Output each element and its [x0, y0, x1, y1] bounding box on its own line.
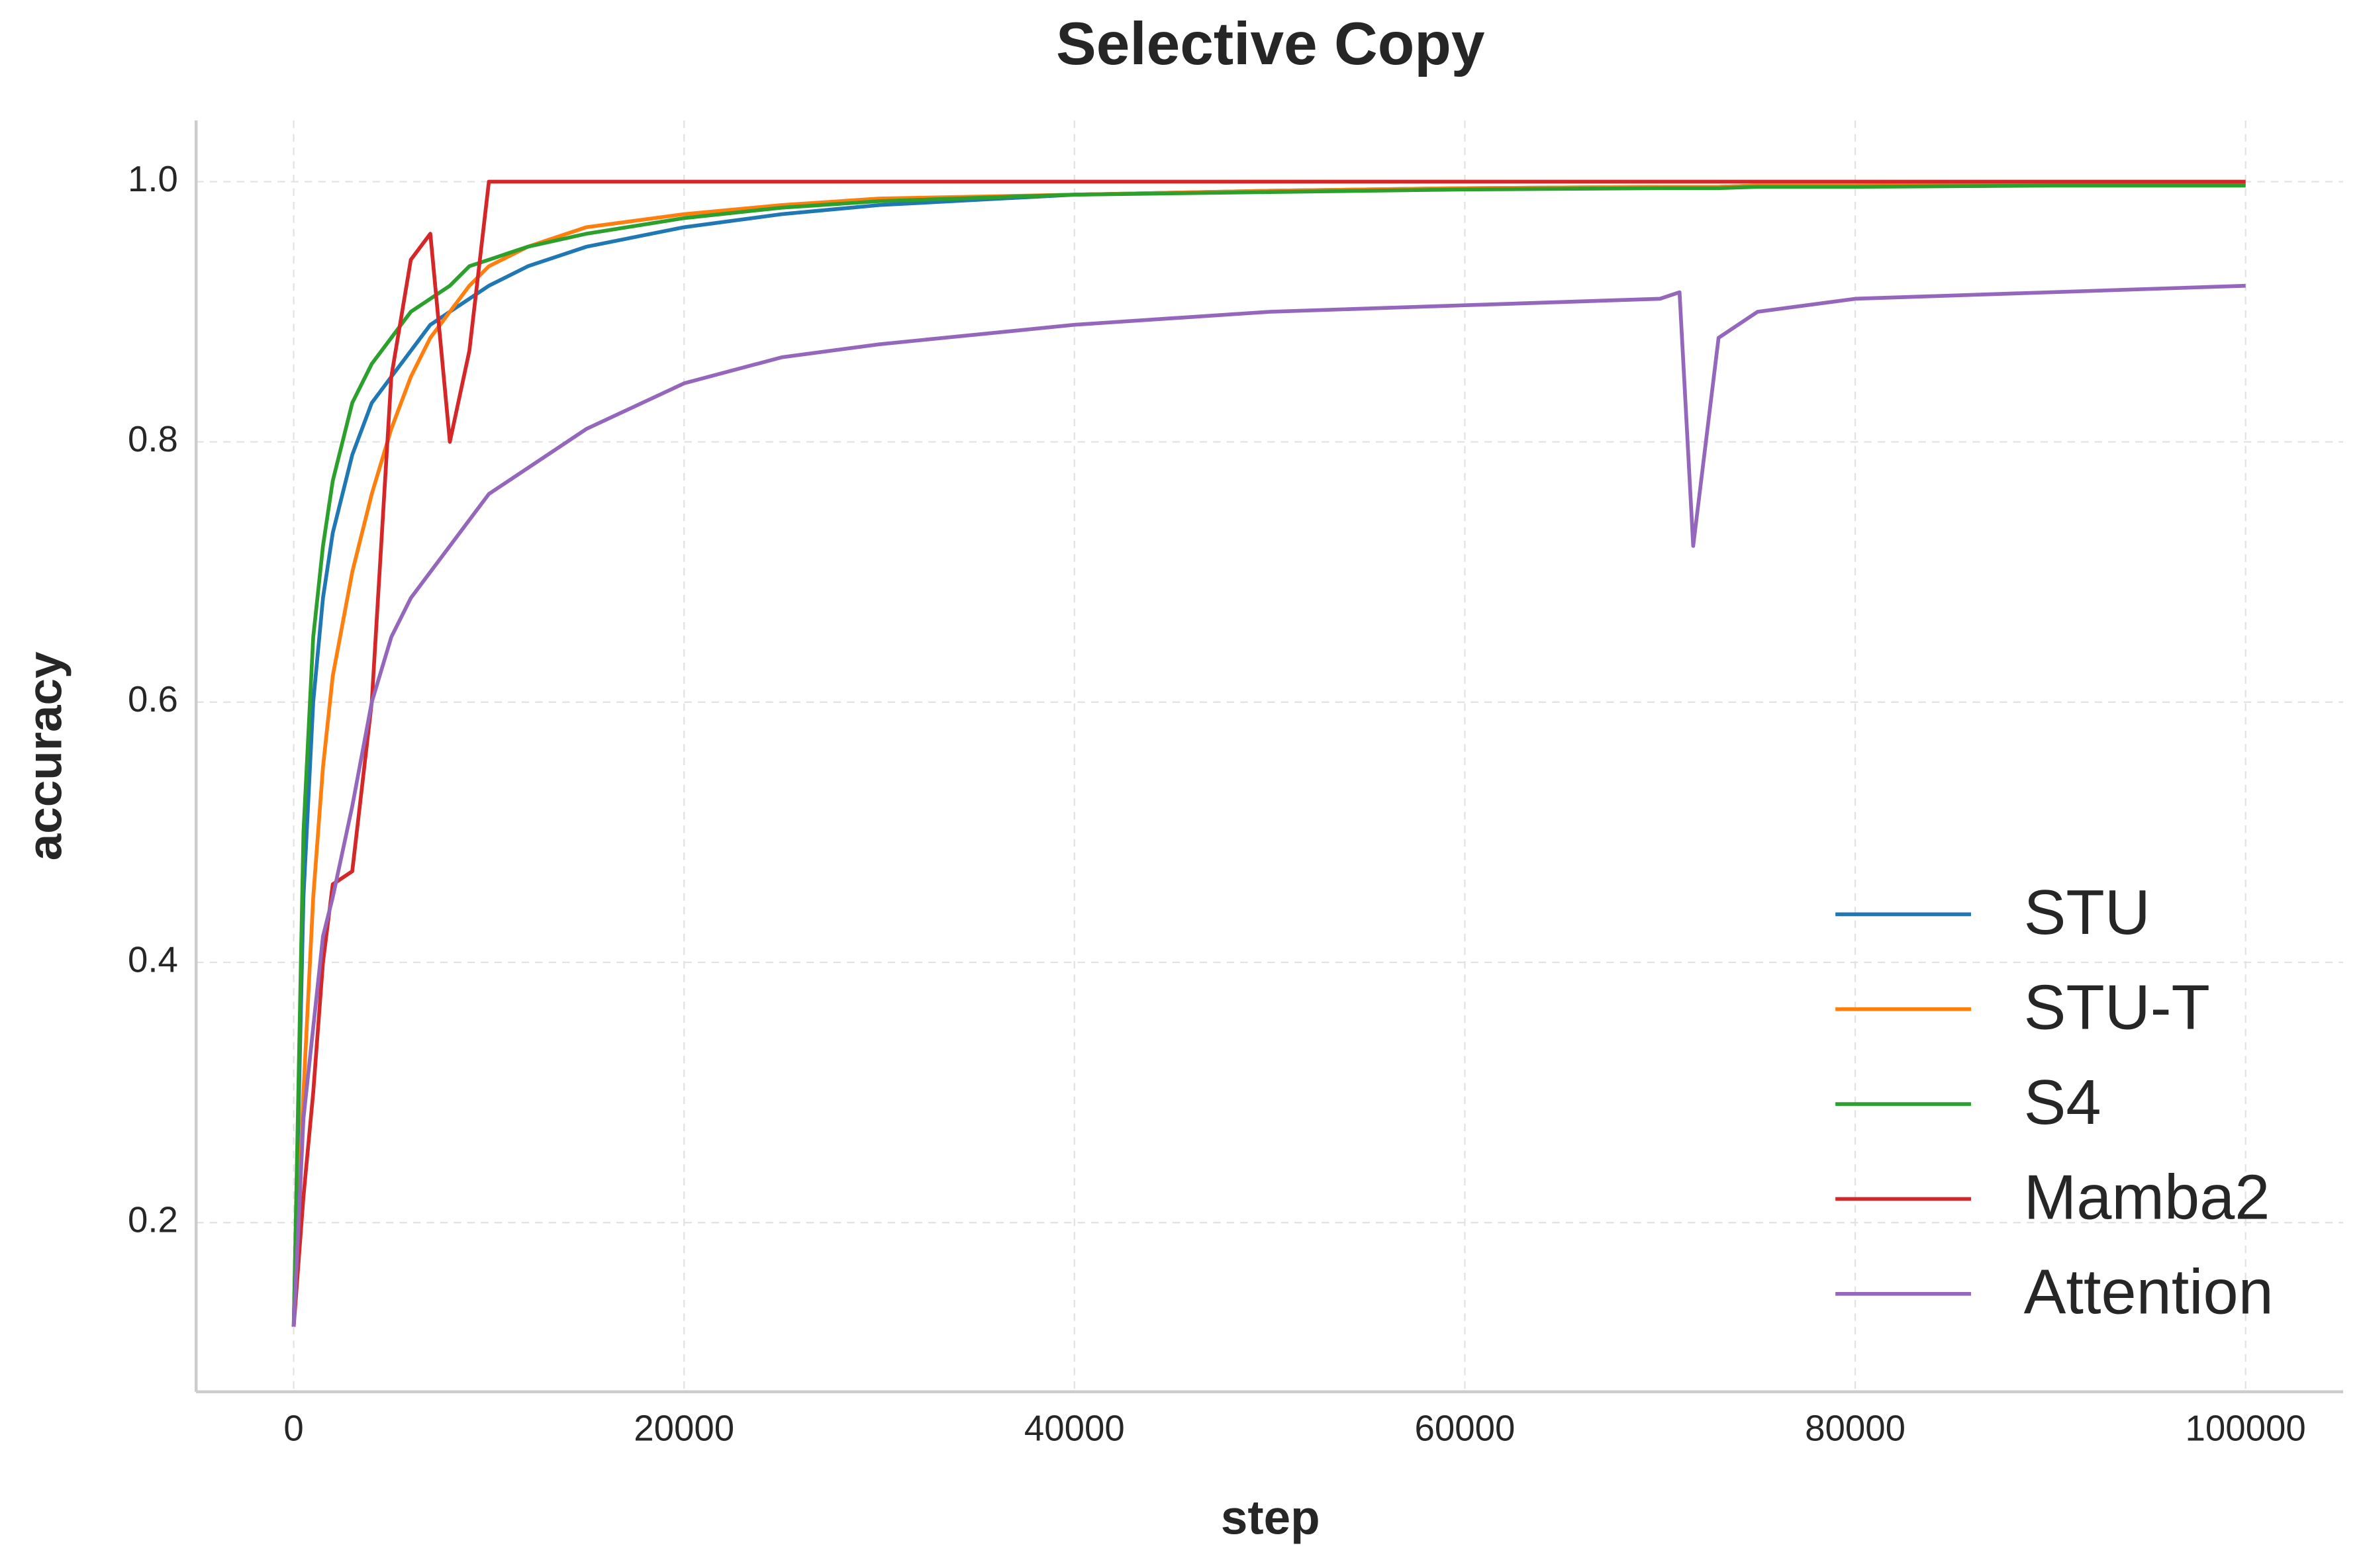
series-line [291, 181, 2246, 1327]
series-line [291, 179, 2246, 1327]
x-tick-label: 20000 [634, 1408, 734, 1448]
series-line [291, 182, 2246, 1327]
series-line [291, 183, 2246, 1327]
x-tick-label: 40000 [1024, 1408, 1125, 1448]
y-tick-label: 1.0 [128, 159, 178, 199]
y-axis-label: accuracy [18, 651, 72, 860]
legend-label: Attention [2024, 1257, 2274, 1328]
y-tick-label: 0.4 [128, 939, 178, 980]
x-tick-label: 100000 [2186, 1408, 2306, 1448]
chart-title: Selective Copy [1056, 11, 1485, 77]
x-tick-label: 60000 [1415, 1408, 1516, 1448]
legend-label: Mamba2 [2024, 1162, 2270, 1232]
series-line [291, 283, 2246, 1327]
x-tick-label: 0 [283, 1408, 303, 1448]
x-axis-label: step [1221, 1491, 1320, 1545]
legend-label: STU [2024, 877, 2150, 948]
y-tick-label: 0.8 [128, 419, 178, 459]
x-tick-label: 80000 [1805, 1408, 1905, 1448]
y-tick-label: 0.6 [128, 679, 178, 719]
y-tick-label: 0.2 [128, 1200, 178, 1240]
legend-label: S4 [2024, 1067, 2101, 1138]
legend-label: STU-T [2024, 972, 2210, 1043]
